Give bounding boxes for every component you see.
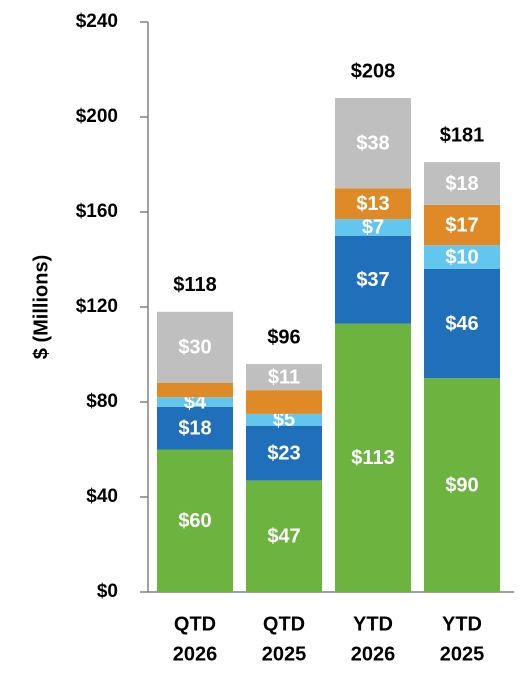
value-label: $10	[445, 246, 478, 268]
value-label: $60	[178, 510, 211, 532]
bar-segment	[335, 323, 411, 592]
bar-segment	[335, 98, 411, 189]
y-tick-label: $200	[76, 106, 118, 127]
total-label: $181	[440, 124, 485, 146]
x-tick-label: QTD	[174, 613, 216, 635]
value-label: $30	[178, 337, 211, 359]
x-tick-label: 2025	[440, 643, 485, 665]
bar-segment	[335, 219, 411, 236]
value-label: $7	[362, 217, 384, 239]
y-tick-label: $40	[86, 486, 118, 507]
x-tick-label: 2025	[262, 643, 307, 665]
bar-segment	[157, 383, 233, 398]
value-label: $18	[445, 173, 478, 195]
bar-segment	[246, 413, 322, 426]
bar-segment	[246, 480, 322, 592]
x-tick-label: YTD	[353, 613, 393, 635]
value-label: $17	[445, 214, 478, 236]
value-label: $37	[356, 269, 389, 291]
value-label: $46	[445, 313, 478, 335]
x-tick-label: YTD	[442, 613, 482, 635]
value-label: $47	[267, 525, 300, 547]
bar-segment	[246, 390, 322, 414]
total-label: $96	[267, 326, 300, 348]
bar-segment	[157, 397, 233, 407]
y-tick-label: $80	[86, 391, 118, 412]
value-label: $23	[267, 442, 300, 464]
bar-segment	[424, 204, 500, 246]
value-label: $11	[268, 366, 300, 388]
value-label: $90	[445, 474, 478, 496]
y-tick-label: $120	[76, 296, 118, 317]
x-tick-label: QTD	[263, 613, 305, 635]
x-tick-label: 2026	[351, 643, 396, 665]
value-label: $113	[351, 447, 394, 469]
bar-segment	[424, 245, 500, 269]
bar-segment	[157, 406, 233, 450]
y-axis-title: $ (Millions)	[30, 255, 52, 359]
bar-segment	[424, 378, 500, 592]
bar-segment	[335, 188, 411, 220]
value-label: $18	[178, 417, 211, 439]
total-label: $208	[351, 60, 396, 82]
bar-segment	[335, 235, 411, 324]
x-tick-label: 2026	[173, 643, 218, 665]
y-tick-label: $0	[97, 581, 118, 602]
bar-segment	[424, 162, 500, 205]
value-label: $5	[273, 409, 295, 431]
bar-segment	[246, 425, 322, 481]
bar-segment	[424, 269, 500, 379]
y-tick-label: $240	[76, 11, 118, 32]
bar-segment	[157, 449, 233, 592]
y-tick-label: $160	[76, 201, 118, 222]
total-label: $118	[173, 274, 216, 296]
value-label: $13	[356, 193, 389, 215]
value-label: $38	[356, 132, 389, 154]
bar-segment	[157, 311, 233, 383]
bar-segment	[246, 364, 322, 391]
